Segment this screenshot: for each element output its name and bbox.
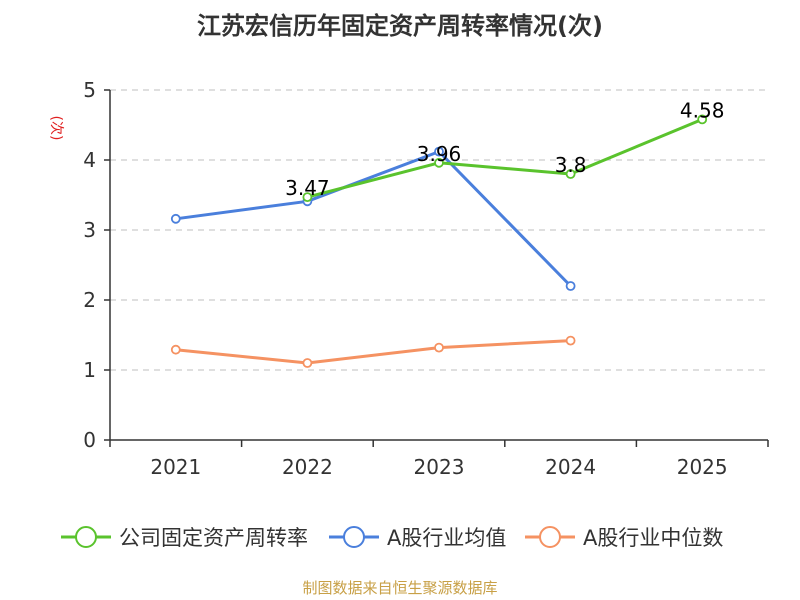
series-2-point-2023 (434, 146, 444, 157)
legend-swatch-marker-2 (343, 526, 365, 548)
series-1-line (305, 117, 704, 199)
x-tick-label-2023: 2023 (414, 455, 465, 479)
y-tick-label-5: 5 (83, 78, 96, 102)
series-1-point-2023 (434, 157, 444, 168)
legend[interactable]: 公司固定资产周转率 A股行业均值 A股行业中位数 (61, 526, 723, 550)
legend-item-3[interactable]: A股行业中位数 (525, 526, 723, 550)
legend-item-1[interactable]: 公司固定资产周转率 (61, 526, 308, 550)
legend-swatch-marker-1 (75, 526, 97, 548)
data-labels: 3.47 3.96 3.8 4.58 (285, 98, 724, 200)
y-tick-label-4: 4 (83, 148, 96, 172)
series-2-point-2021 (170, 213, 181, 224)
series-1-point-2024 (565, 169, 576, 179)
data-label-2024: 3.8 (555, 153, 587, 177)
x-tick-label-2021: 2021 (150, 455, 201, 479)
series-3-line (174, 339, 573, 365)
series-2-line (174, 150, 573, 288)
legend-label-1: 公司固定资产周转率 (119, 526, 308, 550)
y-tick-label-0: 0 (83, 428, 96, 452)
series-3-point-2021 (170, 344, 181, 355)
x-tick-label-2025: 2025 (677, 455, 728, 479)
series-1 (302, 114, 708, 203)
series-1-point-2022 (302, 192, 313, 203)
data-label-2023: 3.96 (417, 142, 462, 166)
series-3-point-2022 (302, 358, 313, 368)
chart-title: 江苏宏信历年固定资产周转率情况(次) (197, 12, 603, 40)
series-2-point-2024 (565, 281, 576, 291)
legend-swatch-marker-3 (539, 526, 561, 548)
y-tick-label-1: 1 (83, 358, 96, 382)
data-label-2022: 3.47 (285, 176, 330, 200)
series-3 (170, 335, 576, 368)
y-axis-label: (次) (48, 116, 64, 141)
legend-item-2[interactable]: A股行业均值 (329, 526, 506, 550)
data-label-2025: 4.58 (680, 98, 725, 122)
x-tick-label-2022: 2022 (282, 455, 333, 479)
y-tick-label-2: 2 (83, 288, 96, 312)
axes: 0 1 2 3 4 5 2021 2022 2023 2024 2025 (83, 78, 769, 479)
source-note: 制图数据来自恒生聚源数据库 (302, 579, 497, 597)
series-1-point-2025 (697, 114, 708, 125)
series-layer (170, 114, 708, 368)
legend-label-3: A股行业中位数 (583, 526, 723, 550)
x-tick-label-2024: 2024 (545, 455, 596, 479)
legend-label-2: A股行业均值 (387, 526, 506, 550)
series-3-point-2024 (565, 335, 576, 346)
y-tick-label-3: 3 (83, 218, 96, 242)
series-3-point-2023 (434, 342, 444, 353)
